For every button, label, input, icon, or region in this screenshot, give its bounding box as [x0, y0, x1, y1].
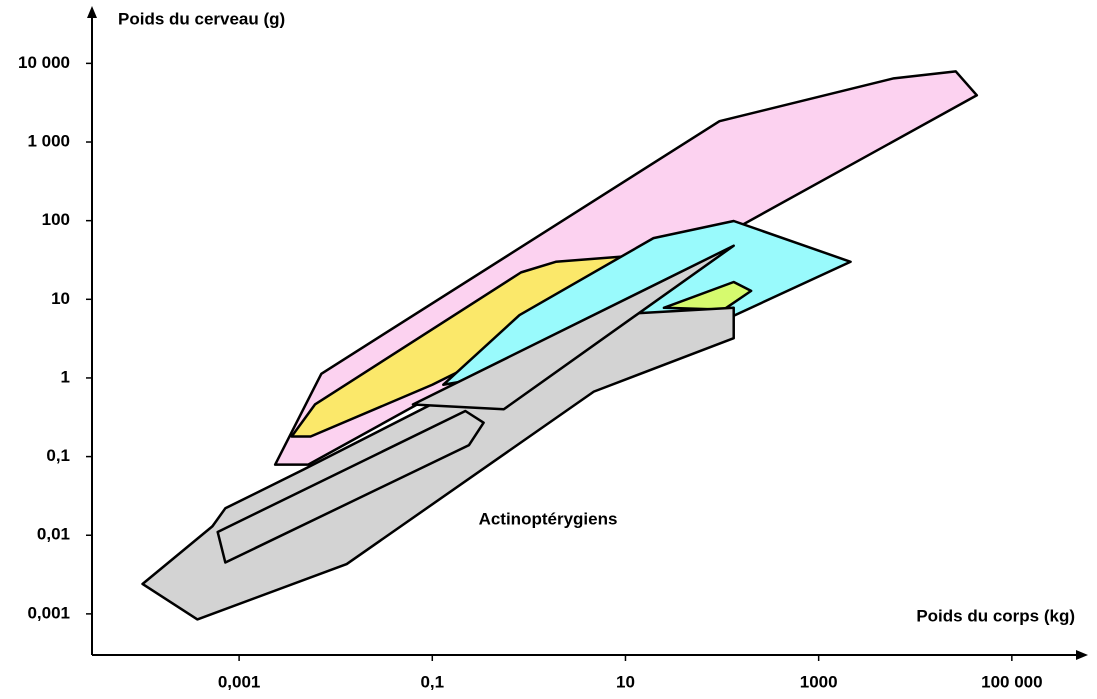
region-label: Actinoptérygiens — [479, 509, 618, 528]
x-tick-label: 10 — [616, 672, 635, 691]
y-tick-label: 0,1 — [46, 446, 70, 465]
y-tick-label: 1 000 — [27, 131, 70, 150]
x-tick-label: 0,001 — [218, 672, 261, 691]
x-axis-arrow — [1076, 650, 1088, 660]
region — [216, 409, 485, 564]
x-tick-label: 0,1 — [420, 672, 444, 691]
y-tick-label: 10 — [51, 289, 70, 308]
x-tick-label: 1000 — [800, 672, 838, 691]
y-tick-label: 10 000 — [18, 53, 70, 72]
x-tick-label: 100 000 — [981, 672, 1042, 691]
x-axis-title: Poids du corps (kg) — [916, 606, 1075, 625]
regions — [141, 70, 979, 621]
region — [411, 244, 735, 411]
y-tick-label: 1 — [61, 367, 70, 386]
y-axis-title: Poids du cerveau (g) — [118, 9, 285, 28]
region — [141, 306, 735, 621]
y-tick-label: 0,01 — [37, 525, 70, 544]
y-tick-label: 100 — [42, 210, 70, 229]
y-axis-arrow — [87, 6, 97, 18]
y-tick-label: 0,001 — [27, 603, 70, 622]
